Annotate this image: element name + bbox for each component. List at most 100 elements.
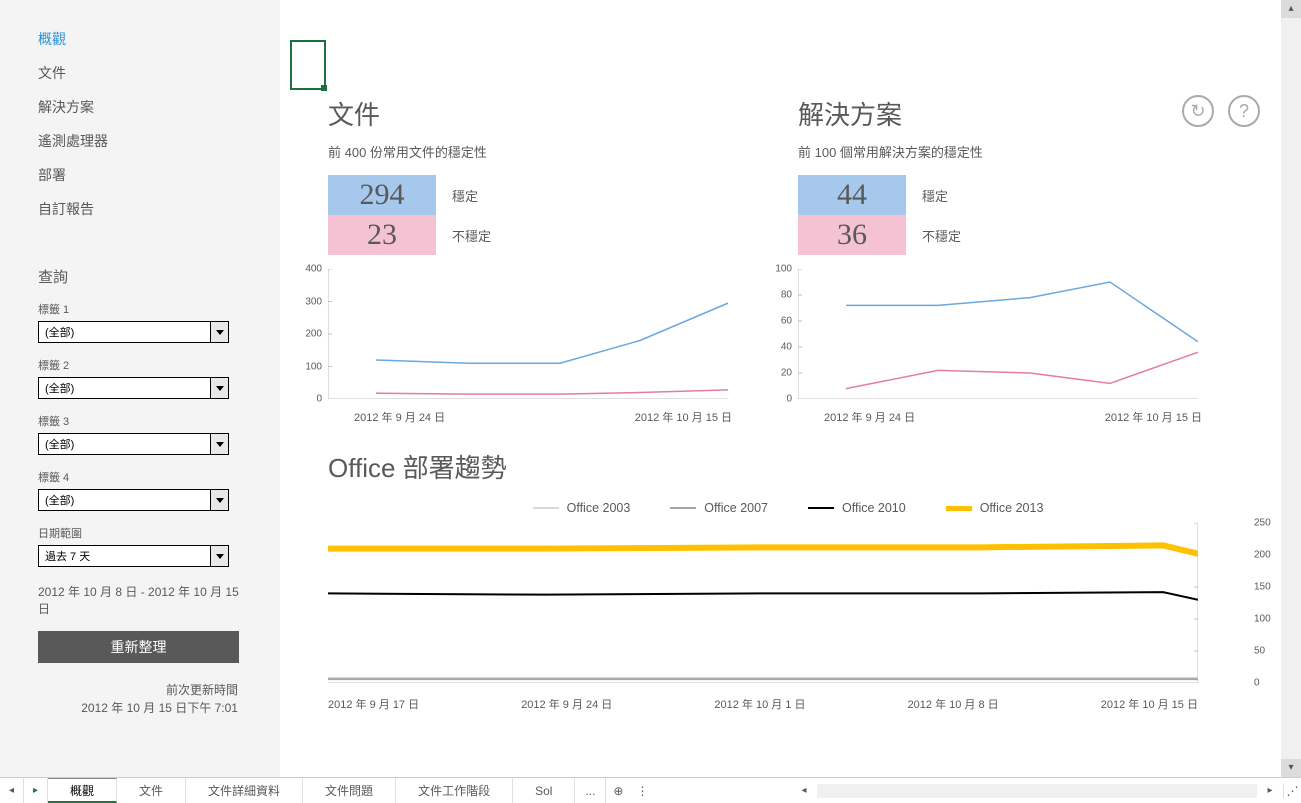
legend-item: Office 2007 xyxy=(670,501,768,515)
legend-swatch xyxy=(533,507,559,509)
filter-label-0: 標籤 1 xyxy=(38,301,242,317)
help-icon[interactable]: ? xyxy=(1228,95,1260,127)
tab-nav-next[interactable]: ▸ xyxy=(24,778,48,803)
horizontal-scrollbar[interactable]: ◂ ▸ ⋰ xyxy=(791,778,1301,803)
refresh-button[interactable]: 重新整理 xyxy=(38,631,239,663)
filter-combo-4[interactable]: 過去 7 天 xyxy=(38,545,229,567)
query-header: 查詢 xyxy=(0,266,280,287)
solutions-unstable-count: 36 xyxy=(798,215,906,255)
x-tick-label: 2012 年 9 月 24 日 xyxy=(521,696,612,712)
legend-label: Office 2013 xyxy=(980,501,1044,515)
filter-4: 日期範圍過去 7 天 xyxy=(0,525,280,581)
tab-divider-icon: ⋮ xyxy=(630,778,654,803)
tab-nav-prev[interactable]: ◂ xyxy=(0,778,24,803)
x-tick-label: 2012 年 10 月 1 日 xyxy=(714,696,805,712)
filter-value-2: (全部) xyxy=(45,436,74,452)
legend-item: Office 2003 xyxy=(533,501,631,515)
hscroll-left-button[interactable]: ◂ xyxy=(791,785,817,796)
chevron-down-icon[interactable] xyxy=(210,490,228,510)
y-tick-label: 400 xyxy=(305,264,322,275)
nav-item-2[interactable]: 解決方案 xyxy=(38,90,280,124)
fill-handle[interactable] xyxy=(321,85,327,91)
sheet-tab-5[interactable]: Sol xyxy=(513,778,575,803)
hscroll-track[interactable] xyxy=(817,784,1257,798)
legend-swatch xyxy=(670,507,696,509)
filter-combo-0[interactable]: (全部) xyxy=(38,321,229,343)
legend-item: Office 2013 xyxy=(946,501,1044,515)
y-tick-label: 300 xyxy=(305,296,322,307)
documents-stable-label: 穩定 xyxy=(452,186,478,205)
documents-stable-row: 294 穩定 xyxy=(328,175,758,215)
documents-stats: 294 穩定 23 不穩定 xyxy=(328,175,758,255)
panel-trend: Office 部署趨勢 Office 2003Office 2007Office… xyxy=(328,448,1248,712)
filter-value-1: (全部) xyxy=(45,380,74,396)
solutions-unstable-row: 36 不穩定 xyxy=(798,215,1228,255)
filter-label-3: 標籤 4 xyxy=(38,469,242,485)
sheet-tab-2[interactable]: 文件詳細資料 xyxy=(186,778,303,803)
filter-value-0: (全部) xyxy=(45,324,74,340)
x-tick-label: 2012 年 9 月 24 日 xyxy=(354,409,445,425)
sheet-tab-3[interactable]: 文件問題 xyxy=(303,778,396,803)
x-tick-label: 2012 年 9 月 24 日 xyxy=(824,409,915,425)
nav-item-5[interactable]: 自訂報告 xyxy=(38,192,280,226)
refresh-icon[interactable]: ↻ xyxy=(1182,95,1214,127)
new-sheet-button[interactable]: ⊕ xyxy=(606,778,630,803)
filter-combo-3[interactable]: (全部) xyxy=(38,489,229,511)
solutions-stable-label: 穩定 xyxy=(922,186,948,205)
solutions-stable-count: 44 xyxy=(798,175,906,215)
vertical-scrollbar[interactable]: ▴ ▾ xyxy=(1281,0,1301,777)
chevron-down-icon[interactable] xyxy=(210,546,228,566)
filter-combo-2[interactable]: (全部) xyxy=(38,433,229,455)
nav-item-0[interactable]: 概觀 xyxy=(38,22,280,56)
resize-handle-icon[interactable]: ⋰ xyxy=(1283,784,1301,798)
chevron-down-icon[interactable] xyxy=(210,434,228,454)
y-tick-label: 150 xyxy=(1254,582,1271,593)
y-tick-label: 0 xyxy=(316,394,322,405)
scroll-down-button[interactable]: ▾ xyxy=(1281,759,1301,777)
documents-chart: 01002003004002012 年 9 月 24 日2012 年 10 月 … xyxy=(328,269,758,425)
tab-more[interactable]: ... xyxy=(575,778,606,803)
solutions-stable-row: 44 穩定 xyxy=(798,175,1228,215)
y-tick-label: 100 xyxy=(1254,614,1271,625)
filter-combo-1[interactable]: (全部) xyxy=(38,377,229,399)
documents-unstable-count: 23 xyxy=(328,215,436,255)
x-tick-label: 2012 年 10 月 8 日 xyxy=(908,696,999,712)
content-area: 概觀文件解決方案遙測處理器部署自訂報告 查詢 標籤 1(全部)標籤 2(全部)標… xyxy=(0,0,1281,777)
documents-subtitle: 前 400 份常用文件的穩定性 xyxy=(328,142,758,161)
last-updated: 前次更新時間 2012 年 10 月 15 日下午 7:01 xyxy=(0,663,280,717)
x-tick-label: 2012 年 10 月 15 日 xyxy=(635,409,732,425)
date-range-text: 2012 年 10 月 8 日 - 2012 年 10 月 15 日 xyxy=(0,581,280,631)
toolbar-icons: ↻ ? xyxy=(1182,95,1260,127)
filter-2: 標籤 3(全部) xyxy=(0,413,280,469)
chevron-down-icon[interactable] xyxy=(210,322,228,342)
legend-swatch xyxy=(946,506,972,511)
hscroll-right-button[interactable]: ▸ xyxy=(1257,785,1283,796)
nav-item-3[interactable]: 遙測處理器 xyxy=(38,124,280,158)
sheet-tab-4[interactable]: 文件工作階段 xyxy=(396,778,513,803)
legend-label: Office 2003 xyxy=(567,501,631,515)
nav-item-1[interactable]: 文件 xyxy=(38,56,280,90)
filter-1: 標籤 2(全部) xyxy=(0,357,280,413)
legend-label: Office 2010 xyxy=(842,501,906,515)
scroll-up-button[interactable]: ▴ xyxy=(1281,0,1301,18)
app-root: 概觀文件解決方案遙測處理器部署自訂報告 查詢 標籤 1(全部)標籤 2(全部)標… xyxy=(0,0,1301,803)
x-axis: 2012 年 9 月 24 日 2012 年 10 月 15 日 xyxy=(328,409,758,425)
y-tick-label: 100 xyxy=(775,264,792,275)
trend-legend: Office 2003 Office 2007 Office 2010 Office … xyxy=(328,501,1248,515)
nav-item-4[interactable]: 部署 xyxy=(38,158,280,192)
solutions-stats: 44 穩定 36 不穩定 xyxy=(798,175,1228,255)
y-tick-label: 250 xyxy=(1254,518,1271,529)
y-tick-label: 50 xyxy=(1254,646,1265,657)
filter-value-3: (全部) xyxy=(45,492,74,508)
solutions-unstable-label: 不穩定 xyxy=(922,226,961,245)
x-tick-label: 2012 年 10 月 15 日 xyxy=(1105,409,1202,425)
last-updated-label: 前次更新時間 xyxy=(0,681,238,699)
sheet-tab-0[interactable]: 概觀 xyxy=(48,778,117,803)
y-tick-label: 80 xyxy=(781,290,792,301)
y-tick-label: 0 xyxy=(1254,678,1260,689)
documents-stable-count: 294 xyxy=(328,175,436,215)
sheet-tab-1[interactable]: 文件 xyxy=(117,778,186,803)
active-cell-selection[interactable] xyxy=(290,40,326,90)
x-axis: 2012 年 9 月 24 日 2012 年 10 月 15 日 xyxy=(798,409,1228,425)
chevron-down-icon[interactable] xyxy=(210,378,228,398)
